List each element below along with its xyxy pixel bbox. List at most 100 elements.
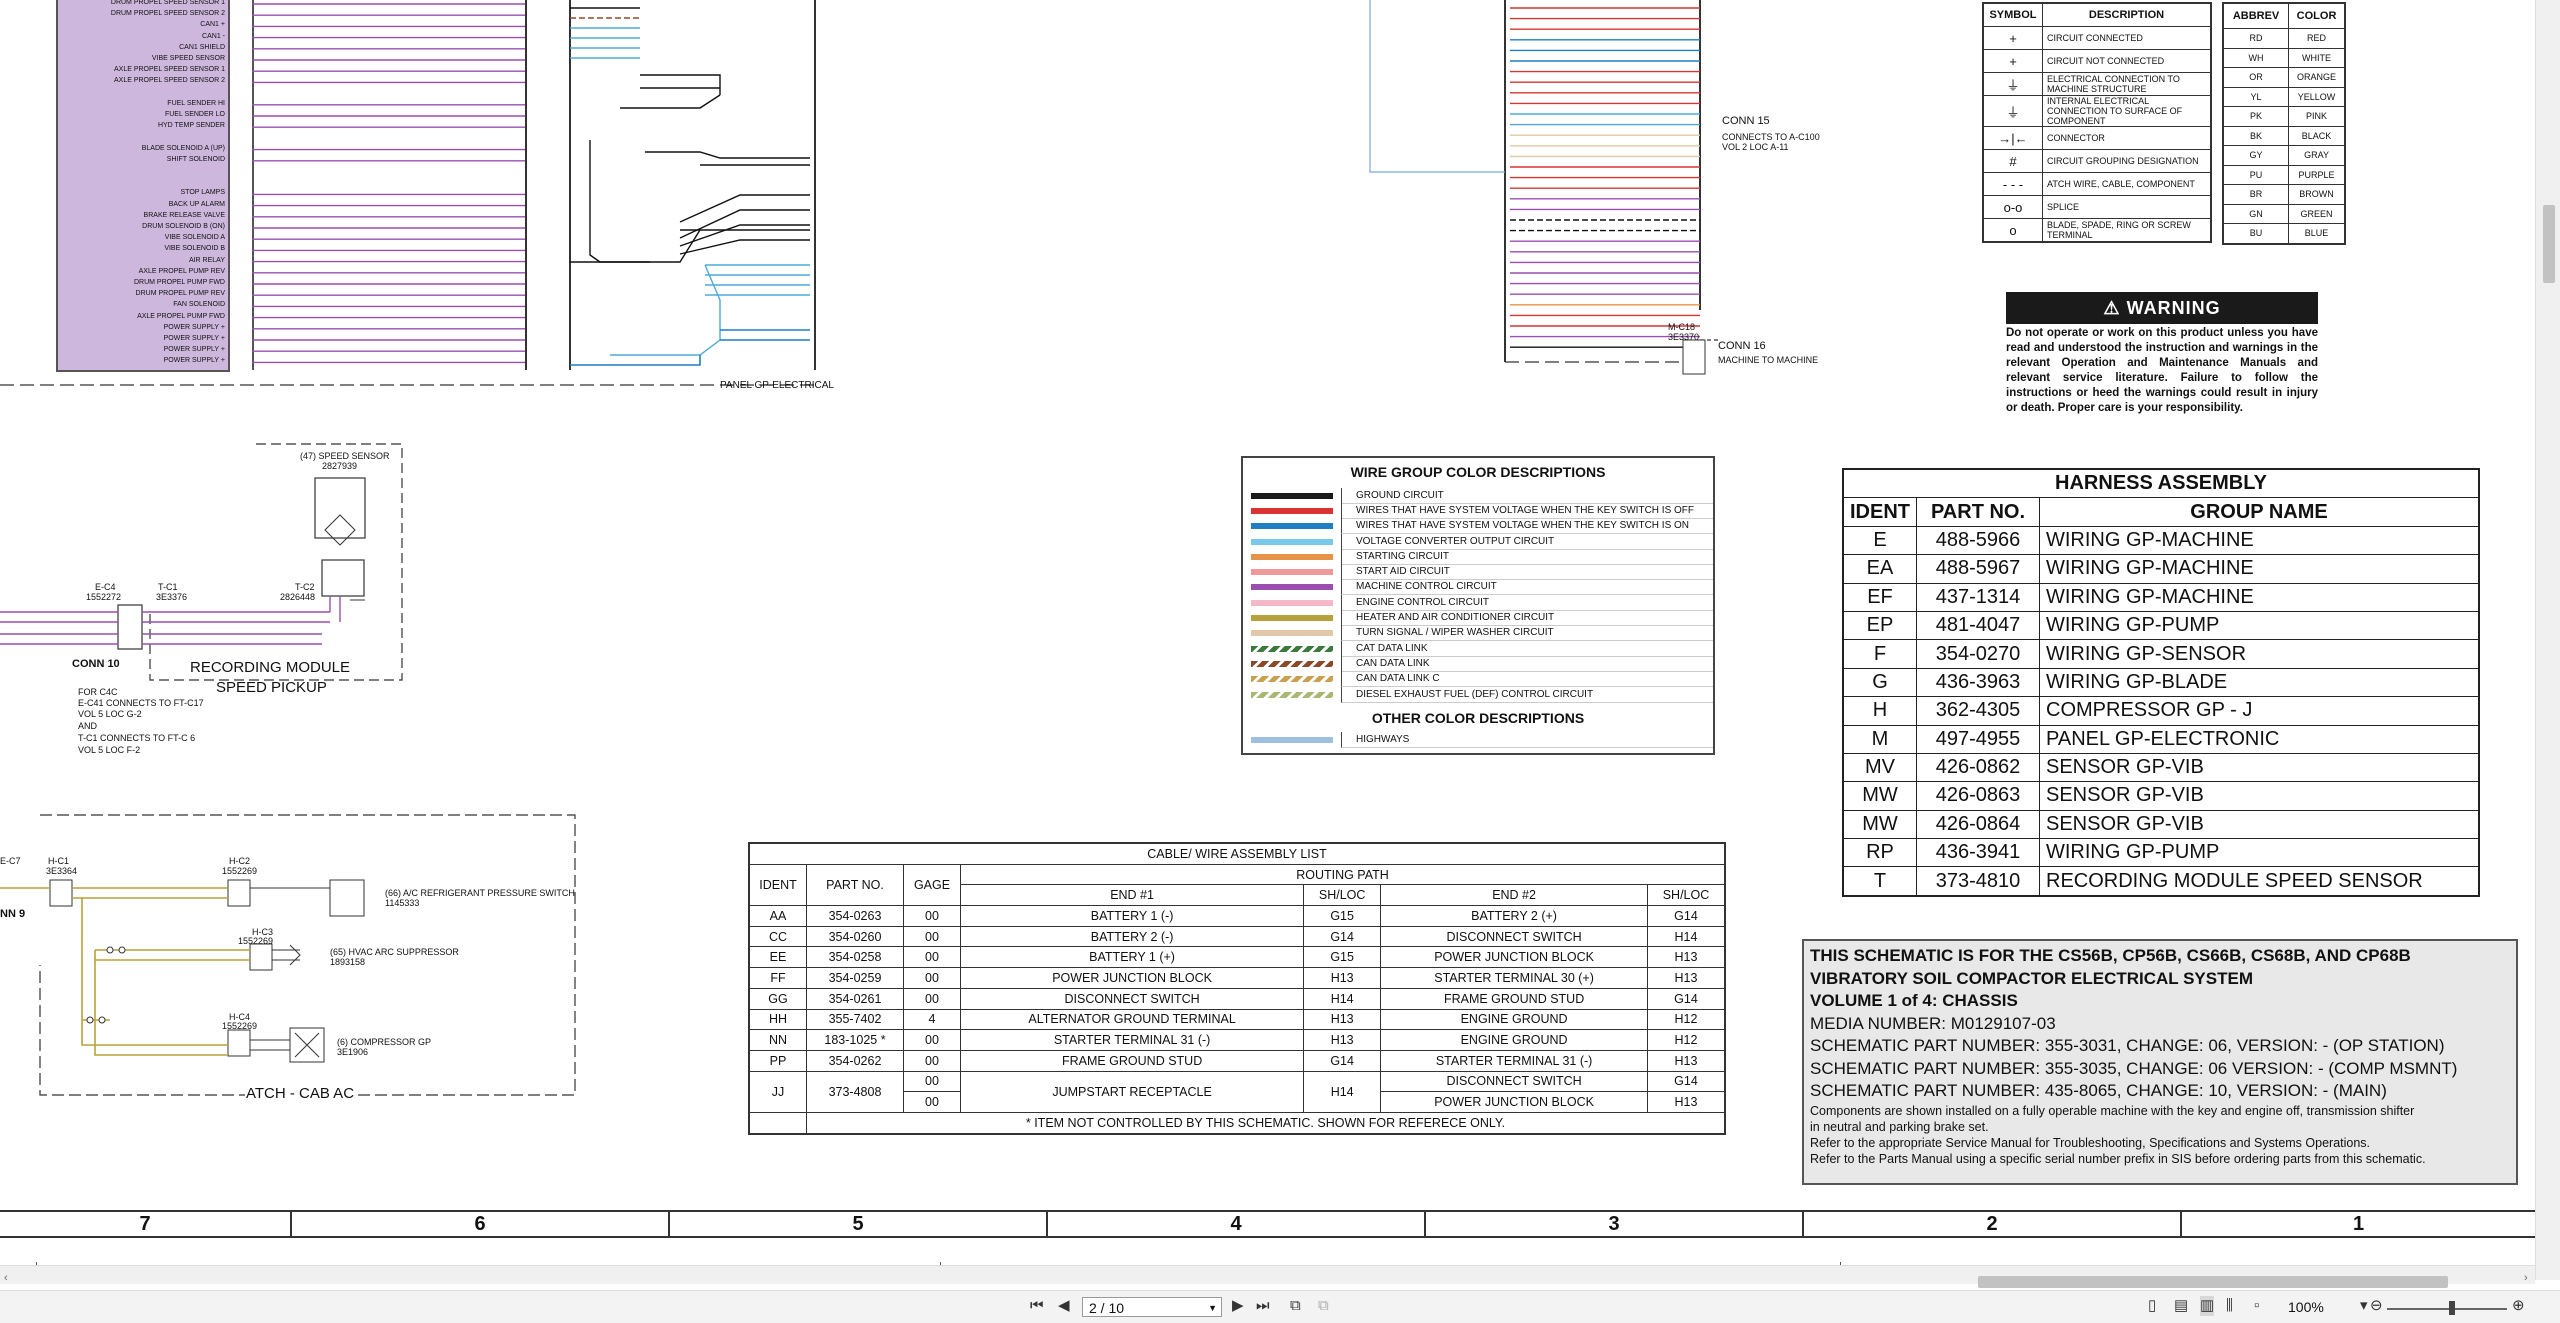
grid-number: 5	[670, 1212, 1048, 1236]
cell: H13	[1647, 946, 1726, 969]
table-row: EP 481-4047 WIRING GP-PUMP	[1842, 610, 2480, 641]
zoom-menu-icon[interactable]: ▾	[2360, 1297, 2368, 1314]
cell: GG	[748, 987, 807, 1010]
vertical-scrollbar[interactable]	[2535, 0, 2560, 1280]
harness-part: 497-4955	[1916, 724, 2040, 754]
cell: FRAME GROUND STUD	[959, 1049, 1305, 1072]
info-part2: SCHEMATIC PART NUMBER: 355-3035, CHANGE:…	[1810, 1058, 2458, 1078]
harness-group: SENSOR GP-VIB	[2039, 809, 2480, 840]
zoom-out-icon[interactable]: ⊖	[2370, 1297, 2383, 1314]
zoom-in-icon[interactable]: ⊕	[2512, 1297, 2525, 1314]
wire-group-row: HIGHWAYS	[1243, 731, 1713, 748]
scroll-right-icon[interactable]: ›	[2524, 1272, 2528, 1284]
zoom-slider[interactable]	[2387, 1308, 2507, 1310]
color-swatch	[1251, 630, 1333, 637]
harness-part: 373-4810	[1916, 866, 2040, 897]
ecm-wire-label: VIBE SPEED SENSOR	[151, 55, 225, 62]
abbrev-cell: YL	[2222, 86, 2290, 107]
wire-group-label: ENGINE CONTROL CIRCUIT	[1341, 594, 1713, 611]
sh2-header: SH/LOC	[1647, 884, 1726, 907]
first-page-icon[interactable]: ⏮	[1030, 1297, 1044, 1314]
note-c4-1: FOR C4C	[78, 687, 118, 697]
table-row: GN GREEN	[2222, 203, 2346, 224]
scroll-left-icon[interactable]: ‹	[4, 1272, 8, 1284]
speed-pickup-label: SPEED PICKUP	[216, 679, 327, 696]
component-ground-icon: ⏚	[1982, 95, 2043, 127]
cell: G14	[1647, 1070, 1726, 1093]
wire-group-row: GROUND CIRCUIT	[1243, 487, 1713, 504]
note-c4-5: T-C1 CONNECTS TO FT-C 6	[78, 733, 196, 743]
cable-gage-header: GAGE	[903, 863, 961, 907]
wire-group-row: WIRES THAT HAVE SYSTEM VOLTAGE WHEN THE …	[1243, 502, 1713, 519]
conn15-sub1: CONNECTS TO A-C100	[1722, 132, 1820, 142]
cell: 00	[903, 905, 961, 927]
table-row: 00 POWER JUNCTION BLOCK H13	[749, 1091, 1726, 1113]
cell: BATTERY 1 (-)	[959, 905, 1305, 927]
single-page-view-icon[interactable]: ▯	[2148, 1297, 2157, 1314]
view-more-icon[interactable]: ▫	[2254, 1297, 2260, 1314]
zoom-slider-knob[interactable]	[2449, 1301, 2455, 1315]
chevron-down-icon[interactable]: ▼	[1208, 1303, 1217, 1313]
harness-ident: EP	[1842, 610, 1917, 641]
split-view-icon[interactable]: ⫼	[2226, 1297, 2233, 1314]
ecm-wire-label: POWER SUPPLY +	[163, 323, 225, 331]
cell: BATTERY 1 (+)	[959, 946, 1305, 969]
table-row: # CIRCUIT GROUPING DESIGNATION	[1982, 149, 2212, 173]
color-cell: PURPLE	[2288, 164, 2346, 185]
zoom-level: 100%	[2288, 1299, 2324, 1315]
info-line1: THIS SCHEMATIC IS FOR THE CS56B, CP56B, …	[1810, 946, 2411, 965]
abbrev-cell: PK	[2222, 106, 2290, 127]
ecm-wire-label: AXLE PROPEL PUMP REV	[138, 267, 225, 275]
color-swatch	[1251, 645, 1333, 652]
symbol-description: CONNECTOR	[2042, 126, 2212, 150]
wire-group-row: CAN DATA LINK C	[1243, 671, 1713, 688]
table-row: EF 437-1314 WIRING GP-MACHINE	[1842, 582, 2480, 612]
table-row: + CIRCUIT CONNECTED	[1982, 26, 2212, 50]
table-row: PP 354-0262 00 FRAME GROUND STUD G14 STARTER …	[748, 1049, 1726, 1072]
color-cell: RED	[2288, 28, 2346, 49]
hc1-label: H-C1	[48, 856, 70, 866]
symbol-description: ELECTRICAL CONNECTION TO MACHINE STRUCTU…	[2042, 72, 2212, 96]
schematic-info-box: THIS SCHEMATIC IS FOR THE CS56B, CP56B, …	[1802, 939, 2518, 1185]
horizontal-scrollbar[interactable]	[0, 1265, 2535, 1284]
last-page-icon[interactable]: ⏭	[1256, 1297, 1270, 1314]
fit-width-icon[interactable]: ⧉	[1318, 1297, 1329, 1314]
cell: 00	[903, 1091, 961, 1113]
harness-group: SENSOR GP-VIB	[2039, 752, 2480, 783]
connected-icon: +	[1982, 26, 2043, 50]
wire-group-label: WIRES THAT HAVE SYSTEM VOLTAGE WHEN THE …	[1341, 502, 1713, 519]
color-header: COLOR	[2288, 2, 2346, 29]
ecm-wire-label: DRUM PROPEL PUMP REV	[135, 290, 225, 298]
grid-number: 6	[292, 1212, 670, 1236]
ecm-wire-label: POWER SUPPLY +	[163, 335, 225, 342]
next-page-icon[interactable]: ▶	[1232, 1297, 1244, 1314]
ecm-wire-label: VIBE SOLENOID A	[164, 234, 225, 242]
wire-group-label: HEATER AND AIR CONDITIONER CIRCUIT	[1341, 610, 1713, 627]
abbrev-cell: GY	[2222, 145, 2290, 166]
two-page-view-icon[interactable]: ▥	[2200, 1296, 2215, 1316]
previous-page-icon[interactable]: ◀	[1058, 1297, 1070, 1314]
harness-part: 436-3941	[1916, 838, 2040, 868]
grid-number: 4	[1048, 1212, 1426, 1236]
cell: G14	[1647, 905, 1726, 927]
ecm-pin-strip	[226, 0, 254, 370]
info-line2: VIBRATORY SOIL COMPACTOR ELECTRICAL SYST…	[1810, 968, 2253, 988]
harness-group: WIRING GP-BLADE	[2039, 667, 2480, 698]
horizontal-scroll-thumb[interactable]	[1978, 1276, 2448, 1288]
cable-footnote: * ITEM NOT CONTROLLED BY THIS SCHEMATIC.…	[806, 1111, 1726, 1135]
abbrev-cell: BK	[2222, 125, 2290, 146]
cell: 00	[903, 1029, 961, 1051]
speed-sensor-part: 2827939	[322, 461, 358, 471]
vertical-scroll-thumb[interactable]	[2543, 205, 2555, 283]
page-number-input[interactable]: 2 / 10 ▼	[1082, 1297, 1222, 1317]
fit-page-icon[interactable]: ⧉	[1290, 1297, 1301, 1314]
harness-group: RECORDING MODULE SPEED SENSOR	[2039, 866, 2480, 897]
harness-ident: MV	[1842, 752, 1917, 783]
tc2-part: 2826448	[280, 592, 316, 602]
table-row: HH 355-7402 4 ALTERNATOR GROUND TERMINAL H13…	[748, 1008, 1726, 1031]
cell: POWER JUNCTION BLOCK	[959, 967, 1305, 989]
harness-part: 426-0863	[1916, 781, 2040, 811]
cell: 00	[903, 987, 961, 1010]
wire-group-row: VOLTAGE CONVERTER OUTPUT CIRCUIT	[1243, 533, 1713, 550]
continuous-view-icon[interactable]: ▤	[2174, 1297, 2189, 1314]
